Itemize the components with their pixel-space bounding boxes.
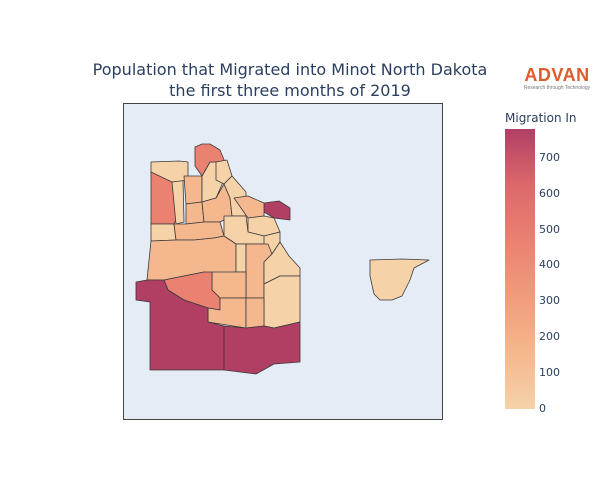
region-mid-a[interactable]: [185, 201, 205, 225]
colorbar-tick-300: 300: [539, 294, 560, 308]
advan-logo: ADVAN Research through Technology: [522, 66, 592, 91]
region-east-detached[interactable]: [369, 258, 430, 301]
logo-tagline: Research through Technology: [523, 85, 591, 91]
title-line-2: the first three months of 2019: [169, 81, 411, 100]
region-n-center-a[interactable]: [183, 175, 203, 205]
region-w-mid[interactable]: [150, 223, 177, 242]
region-c-lower-a[interactable]: [211, 271, 247, 299]
colorbar-tick-700: 700: [539, 150, 560, 164]
region-s-east[interactable]: [263, 275, 301, 329]
region-ne-b[interactable]: [233, 195, 265, 219]
region-c-col-a[interactable]: [235, 243, 247, 273]
logo-wordmark: ADVAN: [524, 65, 590, 85]
colorbar-tick-0: 0: [539, 402, 546, 415]
colorbar-tick-100: 100: [539, 366, 560, 380]
colorbar-gradient: [505, 129, 535, 409]
map-frame[interactable]: [123, 103, 443, 420]
colorbar-tick-200: 200: [539, 330, 560, 344]
region-south-east-dark[interactable]: [223, 321, 301, 375]
colorbar-tick-400: 400: [539, 258, 560, 272]
region-s-east-b[interactable]: [245, 297, 265, 329]
colorbar-tick-600: 600: [539, 186, 560, 200]
title-line-1: Population that Migrated into Minot Nort…: [92, 60, 488, 79]
colorbar-title: Migration In: [505, 111, 577, 125]
region-south-west-dark[interactable]: [135, 279, 225, 371]
choropleth-map[interactable]: [124, 104, 444, 421]
colorbar-tick-500: 500: [539, 222, 560, 236]
map-title: Population that Migrated into Minot Nort…: [40, 59, 540, 101]
